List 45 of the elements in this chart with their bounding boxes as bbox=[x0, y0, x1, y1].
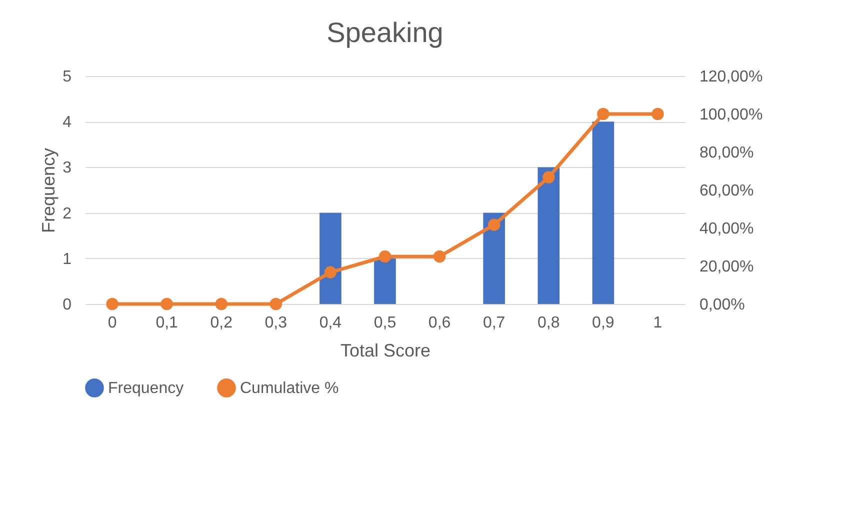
point bbox=[433, 250, 446, 263]
y-tick-label: 4 bbox=[62, 114, 72, 132]
x-tick-label: 0 bbox=[108, 314, 117, 332]
point bbox=[160, 298, 173, 310]
x-tick-label: 0,5 bbox=[374, 314, 396, 332]
bar bbox=[374, 258, 396, 304]
y-tick-label: 5 bbox=[62, 68, 72, 86]
point bbox=[378, 250, 392, 263]
point bbox=[488, 218, 500, 231]
point bbox=[597, 108, 610, 120]
y-axis-title: Frequency bbox=[38, 148, 59, 234]
x-tick-label: 0,7 bbox=[482, 314, 506, 332]
bar bbox=[483, 212, 505, 304]
point bbox=[215, 298, 228, 310]
y2-tick-label: 40,00% bbox=[700, 220, 754, 238]
point bbox=[542, 171, 555, 184]
legend-label: Cumulative % bbox=[240, 380, 339, 397]
y2-tick-label: 20,00% bbox=[700, 258, 754, 276]
x-tick-label: 0,3 bbox=[264, 314, 288, 332]
y2-tick-label: 60,00% bbox=[700, 182, 754, 200]
bar bbox=[320, 212, 342, 304]
point bbox=[652, 108, 664, 120]
legend-label: Frequency bbox=[108, 380, 184, 397]
x-tick-label: 1 bbox=[653, 314, 662, 332]
x-tick-label: 0,1 bbox=[156, 314, 178, 332]
y2-tick-label: 80,00% bbox=[700, 144, 754, 162]
x-tick-label: 0,8 bbox=[538, 314, 560, 332]
y-tick-label: 3 bbox=[62, 160, 72, 177]
y2-tick-label: 100,00% bbox=[700, 106, 763, 124]
chart-title: Speaking bbox=[326, 17, 444, 48]
bar bbox=[538, 167, 560, 304]
x-tick-label: 0,9 bbox=[592, 314, 614, 332]
point bbox=[270, 298, 282, 310]
y-tick-label: 2 bbox=[62, 205, 72, 222]
bar bbox=[592, 122, 614, 304]
x-tick-label: 0,2 bbox=[210, 314, 233, 332]
y2-tick-label: 120,00% bbox=[700, 68, 763, 86]
x-axis-title: Total Score bbox=[340, 340, 431, 360]
x-tick-label: 0,4 bbox=[319, 314, 342, 332]
point bbox=[324, 266, 337, 278]
point bbox=[106, 298, 118, 310]
y-tick-label: 1 bbox=[62, 250, 72, 268]
x-tick-label: 0,6 bbox=[428, 314, 451, 332]
y2-tick-label: 0,00% bbox=[700, 296, 745, 314]
y-tick-label: 0 bbox=[62, 296, 72, 314]
